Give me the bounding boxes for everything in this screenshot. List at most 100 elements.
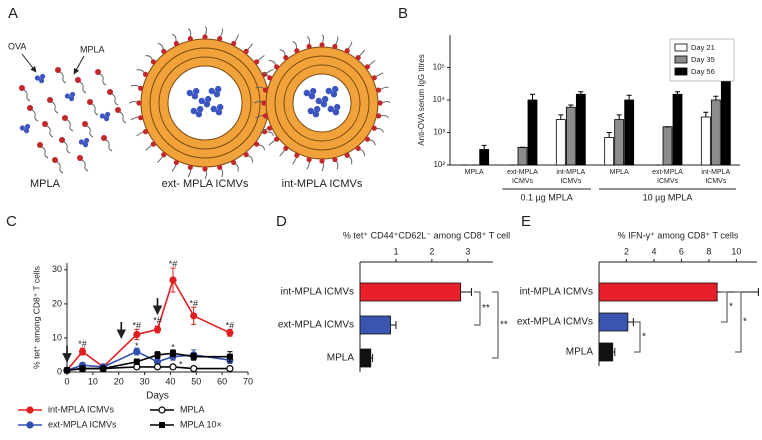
legend-label: MPLA 10× xyxy=(180,419,222,429)
mpla-icon xyxy=(173,40,179,47)
significance-bracket xyxy=(735,291,742,353)
ova-icon xyxy=(25,123,31,130)
ova-icon xyxy=(19,125,25,131)
ova-icon xyxy=(213,91,221,98)
mpla-icon xyxy=(101,135,107,141)
x-tick-label: 30 xyxy=(140,376,150,386)
error-bar xyxy=(713,95,719,100)
x-tick-label: 1 xyxy=(393,246,398,256)
mpla-icon xyxy=(267,125,273,131)
significance-bracket xyxy=(634,321,641,353)
mpla-icon xyxy=(306,156,312,163)
bar xyxy=(624,99,635,166)
bar xyxy=(710,99,721,166)
annotation: *# xyxy=(153,315,162,325)
error-bar xyxy=(481,144,487,150)
marker xyxy=(190,353,197,360)
bar xyxy=(598,282,718,302)
legend-marker xyxy=(159,422,165,428)
error-bar xyxy=(578,91,584,95)
panel-letter: C xyxy=(6,213,17,230)
y-tick-label: ext-MPLA ICMVs xyxy=(517,317,593,328)
x-tick-label: 8 xyxy=(706,246,711,256)
legend-label: Day 56 xyxy=(691,67,715,76)
group-label: 10 µg MPLA xyxy=(643,192,693,202)
ova-label: OVA xyxy=(8,41,26,51)
legend-marker xyxy=(26,406,34,414)
bar xyxy=(555,119,566,166)
panel-letter: E xyxy=(521,213,531,230)
error-bar xyxy=(558,114,564,120)
mpla-icon xyxy=(107,89,113,95)
mpla-icon xyxy=(37,142,43,148)
error-bar xyxy=(626,94,632,100)
mpla-tail xyxy=(41,146,49,159)
ova-icon xyxy=(103,116,110,122)
legend-label: Day 35 xyxy=(691,55,715,64)
bar xyxy=(662,126,673,166)
significance-bracket xyxy=(721,291,728,323)
mpla-icon xyxy=(231,40,237,47)
marker xyxy=(154,351,161,358)
marker xyxy=(190,312,198,320)
significance-label: * xyxy=(642,332,646,343)
ova-icon xyxy=(320,101,328,108)
bar xyxy=(598,312,629,332)
x-tick-label: 2 xyxy=(624,246,629,256)
ova-icon xyxy=(198,97,205,105)
chart-title: % tet⁺ CD44⁺CD62L⁻ among CD8⁺ T cell xyxy=(343,230,510,240)
ova-icon xyxy=(78,139,84,145)
mpla-icon xyxy=(136,100,142,106)
ova-icon xyxy=(38,78,45,84)
mpla-tail xyxy=(59,71,67,84)
x-tick-label: MPLA xyxy=(465,169,484,176)
mpla-icon xyxy=(217,164,223,170)
legend-label: MPLA xyxy=(180,404,205,414)
ova-icon xyxy=(195,111,203,118)
mpla-icon xyxy=(261,100,267,106)
mpla-icon xyxy=(332,43,338,50)
x-tick-label: 40 xyxy=(165,376,175,386)
x-tick-label: 0 xyxy=(64,376,69,386)
marker xyxy=(100,365,107,372)
mpla-icon xyxy=(294,48,300,54)
y-axis-label: % tet⁺ among CD8⁺ T cells xyxy=(31,266,41,369)
x-tick-label: 10 xyxy=(88,376,98,386)
significance-label: ** xyxy=(500,320,508,331)
mpla-tail xyxy=(99,73,107,86)
caption: ext- MPLA ICMVs xyxy=(162,178,249,190)
x-tick-label: ext-MPLA ICMVs xyxy=(652,169,683,185)
x-tick-label: 3 xyxy=(465,246,470,256)
mpla-tail xyxy=(23,89,31,102)
bar xyxy=(672,93,683,166)
significance-bracket xyxy=(474,291,481,326)
mpla-icon xyxy=(187,164,193,170)
error-bar xyxy=(460,288,472,296)
legend-swatch xyxy=(674,43,688,52)
mpla-icon xyxy=(267,75,273,81)
marker xyxy=(153,325,162,334)
mpla-icon xyxy=(150,141,156,147)
mpla-icon xyxy=(150,59,156,65)
ova-icon xyxy=(82,142,89,148)
mpla-icon xyxy=(332,156,338,163)
marker xyxy=(226,329,234,337)
annotation: * xyxy=(135,341,139,351)
mpla-icon xyxy=(364,136,370,142)
significance-label: * xyxy=(743,317,747,328)
mpla-icon xyxy=(217,36,223,42)
mpla-icon xyxy=(75,77,81,83)
bar xyxy=(359,315,391,335)
panel-letter: B xyxy=(398,5,408,22)
mpla-icon xyxy=(187,36,193,42)
mpla-icon xyxy=(344,152,350,158)
mpla-icon xyxy=(319,158,325,164)
significance-label: ** xyxy=(482,303,490,314)
mpla-icon xyxy=(344,48,350,54)
mpla-icon xyxy=(231,159,237,166)
mpla-tail xyxy=(31,109,39,122)
y-tick-label: int-MPLA ICMVs xyxy=(281,287,354,298)
ova-icon xyxy=(334,103,341,111)
ova-icon xyxy=(68,96,75,102)
